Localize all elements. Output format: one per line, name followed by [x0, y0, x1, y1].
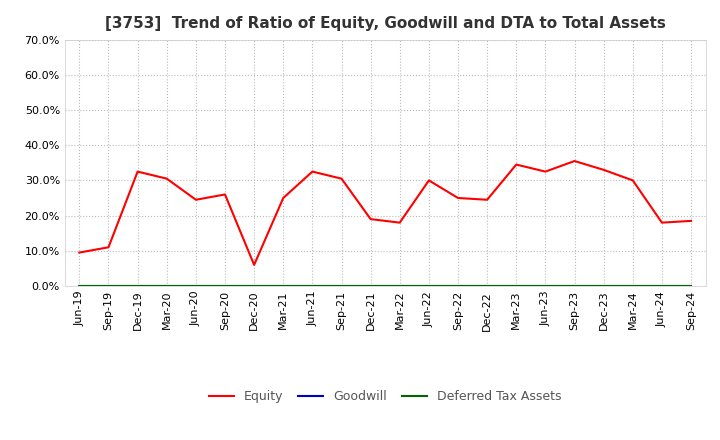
Goodwill	[337, 283, 346, 289]
Goodwill	[133, 283, 142, 289]
Goodwill	[308, 283, 317, 289]
Goodwill	[366, 283, 375, 289]
Deferred Tax Assets	[308, 283, 317, 289]
Equity	[454, 195, 462, 201]
Equity	[104, 245, 113, 250]
Goodwill	[629, 283, 637, 289]
Goodwill	[512, 283, 521, 289]
Goodwill	[425, 283, 433, 289]
Deferred Tax Assets	[279, 283, 287, 289]
Goodwill	[104, 283, 113, 289]
Deferred Tax Assets	[599, 283, 608, 289]
Title: [3753]  Trend of Ratio of Equity, Goodwill and DTA to Total Assets: [3753] Trend of Ratio of Equity, Goodwil…	[105, 16, 665, 32]
Deferred Tax Assets	[250, 283, 258, 289]
Deferred Tax Assets	[657, 283, 666, 289]
Deferred Tax Assets	[512, 283, 521, 289]
Equity	[366, 216, 375, 222]
Equity	[657, 220, 666, 225]
Equity	[483, 197, 492, 202]
Deferred Tax Assets	[192, 283, 200, 289]
Equity	[570, 158, 579, 164]
Equity	[192, 197, 200, 202]
Equity	[512, 162, 521, 167]
Goodwill	[570, 283, 579, 289]
Goodwill	[687, 283, 696, 289]
Equity	[541, 169, 550, 174]
Deferred Tax Assets	[220, 283, 229, 289]
Goodwill	[483, 283, 492, 289]
Deferred Tax Assets	[75, 283, 84, 289]
Legend: Equity, Goodwill, Deferred Tax Assets: Equity, Goodwill, Deferred Tax Assets	[204, 385, 567, 408]
Goodwill	[657, 283, 666, 289]
Equity	[308, 169, 317, 174]
Deferred Tax Assets	[629, 283, 637, 289]
Equity	[425, 178, 433, 183]
Line: Equity: Equity	[79, 161, 691, 265]
Deferred Tax Assets	[366, 283, 375, 289]
Equity	[687, 218, 696, 224]
Goodwill	[220, 283, 229, 289]
Equity	[599, 167, 608, 172]
Goodwill	[599, 283, 608, 289]
Deferred Tax Assets	[133, 283, 142, 289]
Equity	[279, 195, 287, 201]
Equity	[133, 169, 142, 174]
Goodwill	[541, 283, 550, 289]
Deferred Tax Assets	[395, 283, 404, 289]
Deferred Tax Assets	[687, 283, 696, 289]
Deferred Tax Assets	[483, 283, 492, 289]
Equity	[220, 192, 229, 197]
Goodwill	[250, 283, 258, 289]
Goodwill	[163, 283, 171, 289]
Goodwill	[395, 283, 404, 289]
Deferred Tax Assets	[337, 283, 346, 289]
Equity	[75, 250, 84, 255]
Goodwill	[279, 283, 287, 289]
Equity	[250, 262, 258, 268]
Deferred Tax Assets	[454, 283, 462, 289]
Equity	[395, 220, 404, 225]
Deferred Tax Assets	[541, 283, 550, 289]
Equity	[629, 178, 637, 183]
Deferred Tax Assets	[425, 283, 433, 289]
Equity	[337, 176, 346, 181]
Goodwill	[454, 283, 462, 289]
Deferred Tax Assets	[104, 283, 113, 289]
Goodwill	[192, 283, 200, 289]
Goodwill	[75, 283, 84, 289]
Equity	[163, 176, 171, 181]
Deferred Tax Assets	[570, 283, 579, 289]
Deferred Tax Assets	[163, 283, 171, 289]
